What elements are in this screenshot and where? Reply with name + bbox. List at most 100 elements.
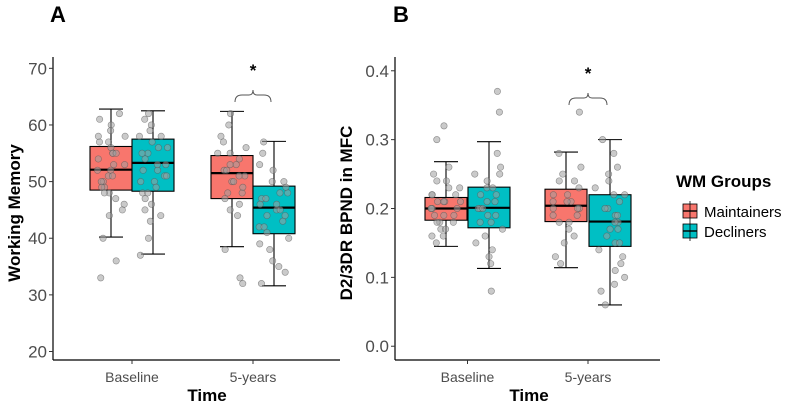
data-point — [487, 287, 495, 295]
data-point — [262, 195, 270, 203]
data-point — [99, 234, 107, 242]
x-axis-title-b: Time — [509, 386, 548, 405]
data-point — [483, 198, 491, 206]
data-point — [549, 211, 557, 219]
data-point — [555, 149, 563, 157]
data-point — [146, 217, 154, 225]
data-point — [260, 138, 268, 146]
data-point — [223, 166, 231, 174]
data-point — [269, 166, 277, 174]
data-point — [453, 205, 461, 213]
data-point — [164, 144, 172, 152]
data-point — [613, 163, 621, 171]
data-point — [471, 170, 479, 178]
data-point — [430, 170, 438, 178]
data-point — [115, 110, 123, 118]
data-point — [549, 198, 557, 206]
data-point — [145, 110, 153, 118]
data-point — [611, 218, 619, 226]
data-point — [440, 211, 448, 219]
panel-a: A Working Memory Time 20 30 40 50 60 70 Baseli… — [5, 2, 340, 405]
data-point — [427, 205, 435, 213]
data-point — [498, 225, 506, 233]
data-point — [606, 225, 614, 233]
data-point — [433, 136, 441, 144]
data-point — [445, 184, 453, 192]
data-point — [487, 260, 495, 268]
significance-star: * — [585, 64, 592, 83]
data-point — [611, 280, 619, 288]
y-tick-label: 0.1 — [365, 268, 389, 287]
data-point — [226, 206, 234, 214]
data-point — [236, 274, 244, 282]
data-point — [138, 149, 146, 157]
data-point — [95, 138, 103, 146]
data-point — [595, 246, 603, 254]
data-point — [224, 189, 232, 197]
data-point — [452, 191, 460, 199]
data-point — [141, 115, 149, 123]
data-point — [121, 132, 129, 140]
data-point — [94, 132, 102, 140]
legend-title: WM Groups — [676, 172, 771, 191]
legend-item-maintainers: Maintainers — [682, 201, 782, 221]
x-tick-label: 5-years — [565, 369, 612, 385]
data-point — [256, 200, 264, 208]
data-point — [440, 122, 448, 130]
data-point — [601, 301, 609, 309]
data-point — [145, 234, 153, 242]
x-tick-label: 5-years — [230, 369, 277, 385]
data-point — [621, 191, 629, 199]
data-point — [616, 198, 624, 206]
data-point — [263, 212, 271, 220]
data-point — [226, 161, 234, 169]
data-point — [563, 198, 571, 206]
data-point — [616, 239, 624, 247]
data-point — [492, 211, 500, 219]
data-point — [263, 229, 271, 237]
data-point — [285, 234, 293, 242]
data-point — [281, 212, 289, 220]
data-point — [564, 191, 572, 199]
data-point — [94, 155, 102, 163]
legend-label: Maintainers — [704, 204, 782, 221]
data-point — [428, 232, 436, 240]
data-point — [94, 166, 102, 174]
data-point — [610, 149, 618, 157]
panel-b: B D2/3DR BPND in MFC Time 0.00.10.20.30.… — [337, 2, 660, 405]
data-point — [555, 218, 563, 226]
data-point — [603, 232, 611, 240]
data-point — [617, 260, 625, 268]
data-point — [225, 121, 233, 129]
legend-item-decliners: Decliners — [682, 221, 767, 241]
data-point — [235, 200, 243, 208]
data-point — [497, 163, 505, 171]
data-point — [281, 268, 289, 276]
data-point — [605, 177, 613, 185]
data-point — [235, 172, 243, 180]
plot-area-b: 0.0 0.1 0.2 0.3 0.4 Baseline 5-years * — [365, 57, 660, 385]
data-point — [488, 246, 496, 254]
data-point — [234, 212, 242, 220]
data-point — [148, 138, 156, 146]
data-point — [121, 161, 129, 169]
y-tick-label: 0.2 — [365, 200, 389, 219]
x-tick-label: Baseline — [105, 369, 159, 385]
data-point — [154, 144, 162, 152]
data-point — [621, 273, 629, 281]
data-point — [157, 132, 165, 140]
data-point — [219, 138, 227, 146]
data-point — [605, 170, 613, 178]
data-point — [570, 177, 578, 185]
data-point — [139, 166, 147, 174]
data-point — [256, 161, 264, 169]
data-point — [141, 155, 149, 163]
data-point — [235, 155, 243, 163]
data-point — [442, 177, 450, 185]
data-point — [445, 163, 453, 171]
data-point — [481, 232, 489, 240]
data-point — [97, 274, 105, 282]
data-point — [273, 200, 281, 208]
x-axis-title-a: Time — [187, 386, 226, 405]
